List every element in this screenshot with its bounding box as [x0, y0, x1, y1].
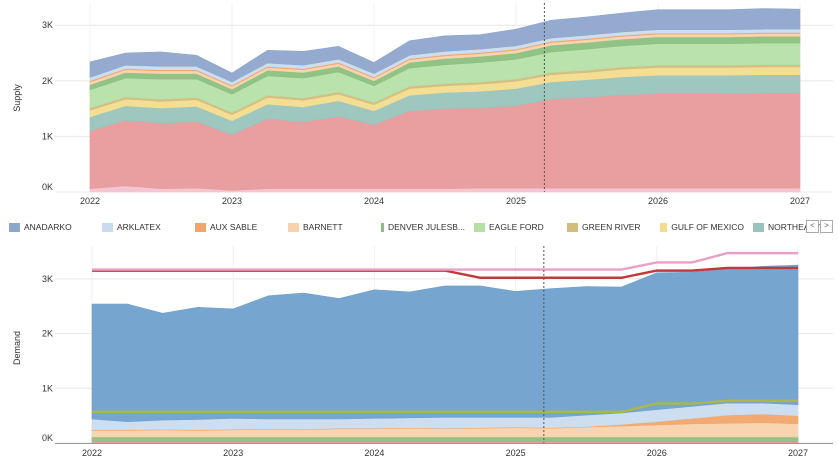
supply-y-axis-title: Supply — [12, 84, 22, 112]
y-tick-label: 0K — [42, 182, 53, 192]
area-series[interactable] — [91, 264, 799, 422]
x-tick-label: 2022 — [82, 448, 102, 458]
x-tick-label: 2024 — [364, 448, 384, 458]
x-tick-label: 2027 — [788, 448, 808, 458]
legend-label: DENVER JULESB... — [388, 222, 465, 232]
legend-item[interactable]: DENVER JULESB... — [381, 222, 465, 232]
chevron-right-icon[interactable]: > — [820, 220, 833, 233]
x-tick-label: 2027 — [790, 196, 810, 206]
legend-label: AUX SABLE — [210, 222, 258, 232]
y-tick-label: 3K — [42, 20, 53, 30]
x-tick-label: 2025 — [506, 448, 526, 458]
legend-swatch — [474, 222, 485, 232]
legend-item[interactable]: NORTHEAST — [753, 222, 837, 232]
y-tick-label: 2K — [42, 329, 53, 339]
legend-swatch — [753, 222, 764, 232]
legend-label: ARKLATEX — [117, 222, 161, 232]
legend-swatch — [9, 222, 20, 232]
legend-swatch — [381, 222, 384, 232]
legend-swatch — [288, 222, 299, 232]
area-series[interactable] — [89, 8, 801, 83]
legend-label: EAGLE FORD — [489, 222, 544, 232]
legend-label: GREEN RIVER — [582, 222, 641, 232]
y-tick-label: 1K — [42, 131, 53, 141]
demand-y-axis-title: Demand — [12, 331, 22, 365]
y-tick-label: 2K — [42, 76, 53, 86]
legend-label: BARNETT — [303, 222, 343, 232]
legend-label: GULF OF MEXICO — [671, 222, 744, 232]
x-tick-label: 2023 — [222, 196, 242, 206]
x-tick-label: 2024 — [364, 196, 384, 206]
legend-item[interactable]: EAGLE FORD — [474, 222, 558, 232]
legend-swatch — [102, 222, 113, 232]
y-tick-label: 3K — [42, 274, 53, 284]
supply-chart: Supply 3K 2K 1K 0K 2022 2023 2024 2025 2026 2027 — [12, 3, 833, 206]
x-tick-label: 2026 — [648, 196, 668, 206]
legend-item[interactable]: ARKLATEX — [102, 222, 186, 232]
chevron-left-icon[interactable]: < — [806, 220, 819, 233]
legend-swatch — [567, 222, 578, 232]
legend-item[interactable]: ANADARKO — [9, 222, 93, 232]
legend-item[interactable]: AUX SABLE — [195, 222, 279, 232]
legend-swatch — [195, 222, 206, 232]
x-tick-label: 2026 — [647, 448, 667, 458]
demand-chart: Demand 3K 2K 1K 0K 2022 2023 2024 2025 2026 2027 — [12, 246, 833, 458]
line-series[interactable] — [92, 399, 798, 414]
legend-nav: < > — [806, 220, 833, 233]
y-tick-label: 0K — [42, 433, 53, 443]
x-tick-label: 2023 — [223, 448, 243, 458]
legend-items: ANADARKO ARKLATEX AUX SABLE BARNETT DENVER J… — [0, 222, 837, 232]
legend-label: NORTHEAST — [768, 222, 821, 232]
legend-swatch — [660, 222, 668, 232]
line-series[interactable] — [92, 251, 798, 271]
legend-item[interactable]: GULF OF MEXICO — [660, 222, 744, 232]
x-tick-label: 2025 — [506, 196, 526, 206]
legend-label: ANADARKO — [24, 222, 72, 232]
area-series[interactable] — [91, 436, 799, 442]
x-tick-label: 2022 — [80, 196, 100, 206]
legend-item[interactable]: BARNETT — [288, 222, 372, 232]
legend: ANADARKO ARKLATEX AUX SABLE BARNETT DENVER J… — [0, 216, 838, 238]
y-tick-label: 1K — [42, 383, 53, 393]
legend-item[interactable]: GREEN RIVER — [567, 222, 651, 232]
